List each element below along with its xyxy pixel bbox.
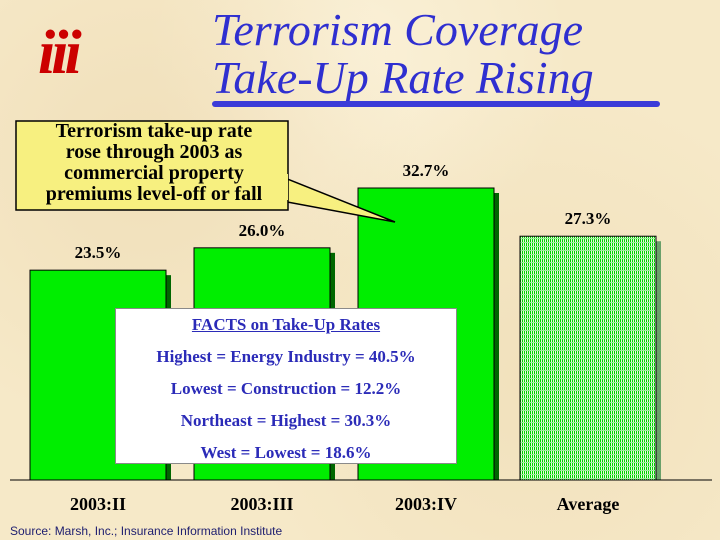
callout-line: rose through 2003 as xyxy=(65,141,243,163)
facts-item: Lowest = Construction = 12.2% xyxy=(170,379,402,398)
callout-box xyxy=(15,120,396,223)
source-note: Source: Marsh, Inc.; Insurance Informati… xyxy=(10,524,283,538)
x-tick-label: 2003:IV xyxy=(395,494,457,514)
facts-item: Highest = Energy Industry = 40.5% xyxy=(156,347,416,366)
bar-value-label: 23.5% xyxy=(75,243,122,262)
x-tick-label: 2003:II xyxy=(70,494,126,514)
x-tick-label: 2003:III xyxy=(230,494,293,514)
slide-title: Terrorism Coverage Take-Up Rate Rising xyxy=(212,6,652,102)
callout-line: Terrorism take-up rate xyxy=(55,120,253,142)
facts-box: FACTS on Take-Up Rates Highest = Energy … xyxy=(115,308,457,464)
bar-value-label: 27.3% xyxy=(565,209,612,228)
callout-text: Terrorism take-up rate rose through 2003… xyxy=(18,121,290,209)
facts-item: Northeast = Highest = 30.3% xyxy=(180,411,392,430)
x-tick-label: Average xyxy=(557,494,620,514)
callout-line: commercial property xyxy=(64,162,244,184)
facts-item: West = Lowest = 18.6% xyxy=(200,443,372,462)
iii-logo: iii xyxy=(38,19,82,87)
facts-heading: FACTS on Take-Up Rates xyxy=(191,315,381,334)
bar-value-label: 32.7% xyxy=(403,161,450,180)
title-underline xyxy=(212,101,660,107)
bar-average xyxy=(519,235,657,481)
bar-value-label: 26.0% xyxy=(239,221,286,240)
title-line-2: Take-Up Rate Rising xyxy=(212,52,594,103)
callout-line: premiums level-off or fall xyxy=(45,183,263,205)
title-line-1: Terrorism Coverage xyxy=(212,4,584,55)
